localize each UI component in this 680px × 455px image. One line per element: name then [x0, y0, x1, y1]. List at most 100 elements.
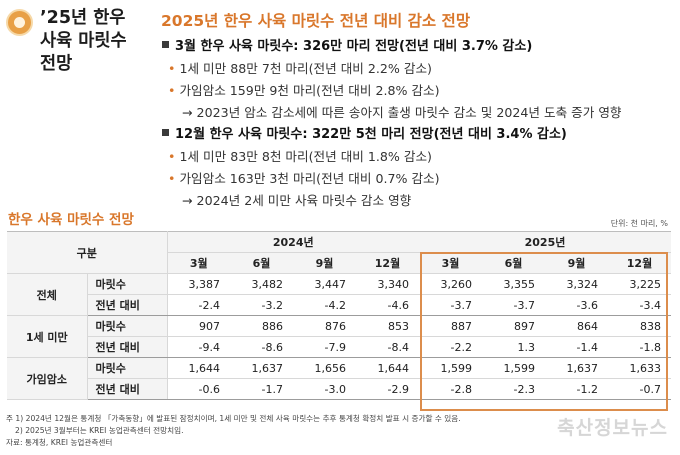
headline: 2025년 한우 사육 마릿수 전년 대비 감소 전망	[161, 12, 471, 30]
header-category: 구분	[7, 231, 168, 274]
table-cell: -3.0	[293, 378, 356, 400]
row-label: 전년 대비	[87, 294, 168, 316]
table-cell: -3.7	[482, 294, 545, 316]
table-cell: -9.4	[167, 336, 230, 358]
sub-bullet: • 가임암소 159만 9천 마리(전년 대비 2.8% 감소)	[160, 80, 675, 102]
bullet-text: 가임암소 159만 9천 마리(전년 대비 2.8% 감소)	[179, 83, 440, 98]
table-cell: 3,355	[482, 273, 545, 295]
dot-bullet-icon: •	[168, 83, 176, 98]
dot-bullet-icon: •	[168, 61, 176, 76]
table-cell: -8.6	[230, 336, 293, 358]
bullet-december: 12월 한우 사육 마릿수: 322만 5천 마리 전망(전년 대비 3.4% …	[160, 124, 675, 146]
table-cell: -2.4	[167, 294, 230, 316]
table-cell: 887	[419, 315, 482, 337]
table-cell: -2.8	[419, 378, 482, 400]
table-row: 전체 마릿수 3,387 3,482 3,447 3,340 3,260 3,3…	[7, 273, 671, 316]
table-row: 전년 대비 -0.6 -1.7 -3.0 -2.9 -2.8 -2.3 -1.2…	[7, 378, 671, 400]
table-cell: -0.7	[608, 378, 671, 400]
table-cell: 897	[482, 315, 545, 337]
table-cell: 1,599	[482, 357, 545, 379]
row-label: 마릿수	[87, 273, 168, 295]
table-cell: 853	[356, 315, 419, 337]
group-label: 가임암소	[7, 357, 88, 400]
sub-bullet: • 1세 미만 83만 8천 마리(전년 대비 1.8% 감소)	[160, 146, 675, 168]
table-cell: -1.8	[608, 336, 671, 358]
table-cell: -3.7	[419, 294, 482, 316]
source-note: 자료: 통계청, KREI 농업관측센터	[6, 438, 113, 447]
bullet-text: 3월 한우 사육 마릿수: 326만 마리 전망(전년 대비 3.7% 감소)	[175, 39, 533, 54]
table-cell: 3,324	[545, 273, 608, 295]
side-title-line: 전망	[40, 54, 73, 74]
table-cell: -1.7	[230, 378, 293, 400]
table-row: 가임암소 마릿수 1,644 1,637 1,656 1,644 1,599 1…	[7, 357, 671, 400]
dot-bullet-icon: •	[168, 171, 176, 186]
footnote: 주 1) 2024년 12월은 통계청 「가축동향」에 발표된 잠정치이며, 1…	[6, 414, 461, 423]
table-cell: 1,644	[356, 357, 419, 379]
table-row: 1세 미만 마릿수 907 886 876 853 887 897 864 83…	[7, 315, 671, 358]
table-cell: 1,637	[230, 357, 293, 379]
table-cell: 876	[293, 315, 356, 337]
side-title: ’25년 한우 사육 마릿수 전망	[40, 7, 160, 76]
month-header: 6월	[482, 252, 545, 274]
group-label: 1세 미만	[7, 315, 88, 358]
table-cell: -3.2	[230, 294, 293, 316]
dot-bullet-icon: •	[168, 149, 176, 164]
sub-bullet: • 가임암소 163만 3천 마리(전년 대비 0.7% 감소)	[160, 168, 675, 190]
bullet-text: 1세 미만 88만 7천 마리(전년 대비 2.2% 감소)	[179, 61, 432, 76]
bullet-list: 3월 한우 사육 마릿수: 326만 마리 전망(전년 대비 3.7% 감소) …	[160, 36, 675, 212]
logo-icon	[6, 9, 33, 36]
table-cell: -0.6	[167, 378, 230, 400]
table-cell: -2.2	[419, 336, 482, 358]
table-cell: 3,340	[356, 273, 419, 295]
table-cell: -1.2	[545, 378, 608, 400]
table-cell: 3,260	[419, 273, 482, 295]
square-bullet-icon	[162, 41, 169, 48]
month-header: 3월	[419, 252, 482, 274]
table-cell: 3,225	[608, 273, 671, 295]
month-header: 9월	[293, 252, 356, 274]
month-header: 3월	[167, 252, 230, 274]
table-cell: -3.6	[545, 294, 608, 316]
table-cell: 1,644	[167, 357, 230, 379]
table-cell: 3,482	[230, 273, 293, 295]
row-label: 전년 대비	[87, 336, 168, 358]
row-label: 전년 대비	[87, 378, 168, 400]
table-cell: 1,599	[419, 357, 482, 379]
forecast-table: 구분 2024년 2025년 3월 6월 9월 12월 3월 6월 9월 12월…	[7, 231, 671, 400]
year-header: 2024년	[167, 231, 419, 253]
month-header: 12월	[356, 252, 419, 274]
watermark: 축산정보뉴스	[557, 417, 668, 439]
side-title-line: ’25년 한우	[40, 8, 126, 28]
table-cell: 1,656	[293, 357, 356, 379]
side-title-line: 사육 마릿수	[40, 31, 127, 51]
footnote: 2) 2025년 3월부터는 KREI 농업관측센터 전망치임.	[15, 426, 184, 435]
unit-label: 단위: 천 마리, %	[610, 219, 668, 228]
month-header: 6월	[230, 252, 293, 274]
reason-note: → 2024년 2세 미만 사육 마릿수 감소 영향	[182, 193, 412, 208]
table-cell: 1,633	[608, 357, 671, 379]
table-cell: -2.9	[356, 378, 419, 400]
table-cell: -2.3	[482, 378, 545, 400]
sub-bullet: • 1세 미만 88만 7천 마리(전년 대비 2.2% 감소)	[160, 58, 675, 80]
table-cell: -1.4	[545, 336, 608, 358]
reason-note: → 2023년 암소 감소세에 따른 송아지 출생 마릿수 감소 및 2024년…	[182, 105, 622, 120]
group-label: 전체	[7, 273, 88, 316]
table-title: 한우 사육 마릿수 전망	[8, 212, 134, 228]
bullet-text: 1세 미만 83만 8천 마리(전년 대비 1.8% 감소)	[179, 149, 432, 164]
table-cell: -7.9	[293, 336, 356, 358]
month-header: 9월	[545, 252, 608, 274]
table-cell: 1,637	[545, 357, 608, 379]
month-header: 12월	[608, 252, 671, 274]
table-cell: -4.2	[293, 294, 356, 316]
table-cell: 1.3	[482, 336, 545, 358]
table-cell: 3,387	[167, 273, 230, 295]
table-row: 전년 대비 -2.4 -3.2 -4.2 -4.6 -3.7 -3.7 -3.6…	[7, 294, 671, 316]
row-label: 마릿수	[87, 315, 168, 337]
table-cell: -8.4	[356, 336, 419, 358]
table-cell: -4.6	[356, 294, 419, 316]
table-cell: 886	[230, 315, 293, 337]
bullet-text: 가임암소 163만 3천 마리(전년 대비 0.7% 감소)	[179, 171, 440, 186]
table-cell: 3,447	[293, 273, 356, 295]
table-row: 전년 대비 -9.4 -8.6 -7.9 -8.4 -2.2 1.3 -1.4 …	[7, 336, 671, 358]
bullet-march: 3월 한우 사육 마릿수: 326만 마리 전망(전년 대비 3.7% 감소)	[160, 36, 675, 58]
